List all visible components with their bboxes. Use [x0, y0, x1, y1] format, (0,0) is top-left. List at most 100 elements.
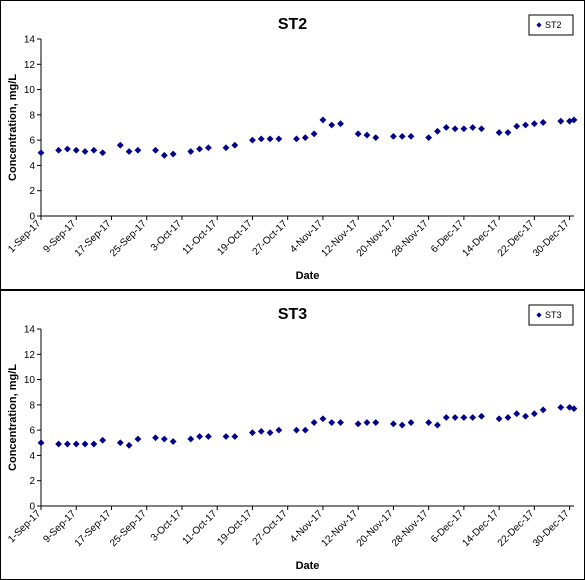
x-tick-label: 20-Nov-17 — [355, 218, 396, 259]
data-point — [504, 414, 512, 421]
data-point — [328, 121, 336, 129]
data-point — [196, 433, 203, 440]
x-tick-label: 4-Nov-17 — [288, 508, 325, 545]
x-tick-label: 11-Oct-17 — [181, 508, 220, 547]
data-point — [522, 412, 529, 420]
data-point — [275, 426, 283, 434]
data-point — [398, 421, 406, 429]
data-point — [319, 116, 327, 124]
x-tick-label: 12-Nov-17 — [319, 508, 360, 549]
x-tick-label: 14-Dec-17 — [460, 508, 501, 549]
data-point — [231, 141, 239, 149]
data-point — [37, 439, 45, 447]
x-tick-label: 12-Nov-17 — [319, 218, 360, 259]
data-point — [72, 440, 80, 448]
x-tick-label: 27-Oct-17 — [251, 508, 291, 548]
x-tick-label: 14-Dec-17 — [460, 218, 501, 259]
x-tick-label: 17-Sep-17 — [73, 508, 114, 549]
data-point — [99, 436, 107, 444]
chart-svg: ST2024681012141-Sep-179-Sep-1717-Sep-172… — [6, 14, 578, 282]
data-point — [451, 125, 459, 133]
data-point — [372, 134, 380, 142]
x-tick-label: 11-Oct-17 — [181, 218, 220, 257]
y-tick-label: 10 — [24, 375, 36, 386]
data-point — [478, 412, 485, 420]
data-point — [530, 410, 538, 418]
data-point — [354, 420, 362, 428]
data-point — [81, 148, 89, 155]
data-point — [72, 146, 80, 154]
data-point — [372, 419, 380, 426]
legend-label: ST2 — [545, 20, 562, 30]
data-point — [310, 130, 318, 138]
data-point — [451, 414, 459, 421]
x-tick-label: 3-Oct-17 — [149, 218, 185, 254]
data-point — [301, 426, 309, 434]
data-point — [557, 403, 565, 411]
x-tick-label: 20-Nov-17 — [355, 508, 396, 549]
chart-panel-st3: ST3 0 2 4 6 8 10 12 14 1-Sep-17 9-Sep-17 17-Sep-17 2… — [0, 290, 585, 580]
data-point — [363, 131, 371, 139]
y-tick-label: 12 — [24, 60, 36, 71]
data-point — [389, 132, 397, 140]
x-tick-label: 6-Dec-17 — [429, 218, 466, 255]
data-point — [407, 132, 415, 140]
x-tick-label: 28-Nov-17 — [390, 218, 431, 259]
y-tick-label: 12 — [24, 350, 36, 361]
y-axis-label: Concentration, mg/L — [7, 364, 19, 471]
data-point — [328, 419, 336, 426]
legend-marker — [536, 22, 542, 28]
y-tick-label: 6 — [29, 136, 35, 147]
data-point — [222, 433, 230, 440]
data-point — [495, 129, 503, 136]
chart-panel-st2: ST2 0 2 4 6 8 10 12 14 1-Sep-17 9-Sep-17 17-Sep-17 2… — [0, 0, 585, 290]
data-point — [160, 151, 168, 159]
data-point — [434, 127, 441, 135]
x-tick-label: 1-Sep-17 — [6, 508, 43, 545]
data-point — [398, 132, 406, 140]
data-point — [204, 144, 212, 152]
x-tick-label: 28-Nov-17 — [390, 508, 431, 549]
data-point — [301, 134, 309, 142]
data-point — [539, 406, 547, 414]
data-point — [530, 120, 538, 128]
legend-box — [528, 304, 574, 326]
data-point — [293, 426, 300, 434]
y-tick-label: 4 — [29, 161, 35, 172]
x-tick-label: 22-Dec-17 — [496, 508, 537, 549]
data-point — [275, 135, 283, 143]
data-point — [363, 419, 371, 426]
x-tick-label: 25-Sep-17 — [108, 508, 149, 549]
y-tick-label: 4 — [29, 451, 35, 462]
y-tick-label: 0 — [29, 502, 35, 513]
y-tick-label: 0 — [29, 212, 35, 223]
data-point — [257, 135, 265, 143]
y-tick-label: 6 — [29, 426, 35, 437]
data-point — [425, 134, 433, 142]
data-point — [460, 125, 468, 133]
y-tick-label: 14 — [24, 325, 36, 336]
chart-title: ST3 — [278, 306, 307, 323]
data-point — [266, 135, 274, 143]
data-point — [249, 136, 256, 144]
data-point — [407, 419, 415, 426]
data-point — [125, 441, 133, 449]
data-point — [442, 414, 450, 421]
x-axis-label: Date — [296, 270, 320, 282]
y-tick-label: 8 — [29, 400, 35, 411]
data-point — [187, 148, 195, 155]
data-point — [37, 149, 45, 157]
data-point — [557, 117, 565, 125]
data-point — [169, 438, 177, 445]
data-point — [99, 149, 107, 157]
y-tick-label: 8 — [29, 110, 35, 121]
x-tick-label: 1-Sep-17 — [6, 218, 43, 255]
y-axis-label: Concentration, mg/L — [7, 74, 19, 181]
data-point — [469, 124, 477, 131]
data-point — [469, 414, 477, 421]
chart-title: ST2 — [278, 16, 307, 33]
legend-box — [528, 14, 574, 36]
x-tick-label: 30-Dec-17 — [531, 508, 572, 549]
data-point — [513, 122, 521, 130]
data-point — [134, 146, 142, 154]
